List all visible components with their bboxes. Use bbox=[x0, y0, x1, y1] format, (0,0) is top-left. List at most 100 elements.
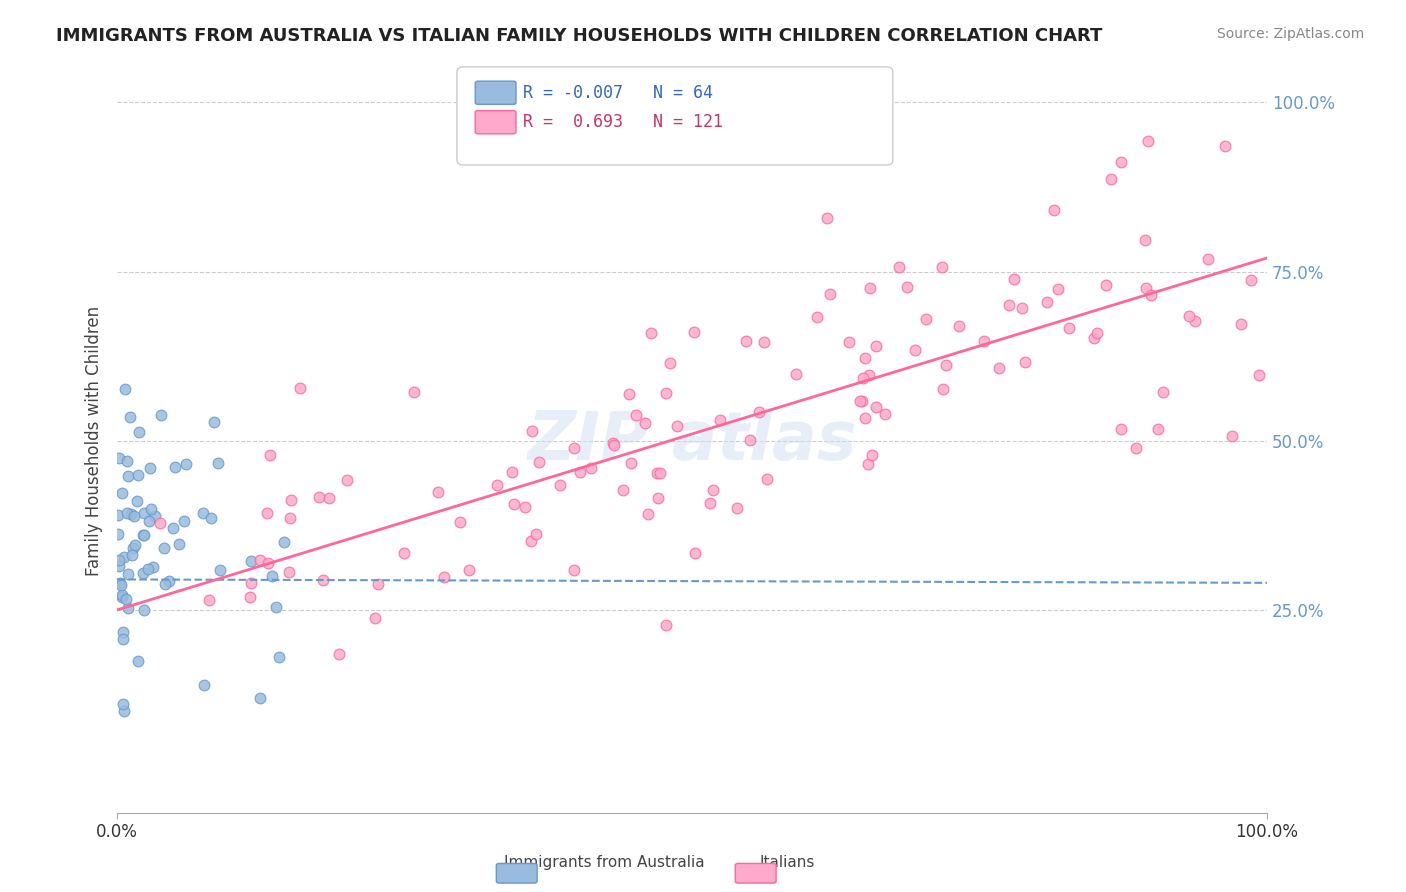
Point bbox=[932, 383, 955, 397]
Point bbox=[239, 591, 262, 605]
Point bbox=[683, 325, 706, 339]
Point bbox=[139, 502, 162, 516]
Point bbox=[134, 506, 156, 520]
Point bbox=[394, 546, 416, 560]
Text: ZIP atlas: ZIP atlas bbox=[527, 408, 856, 474]
Text: Italians: Italians bbox=[759, 855, 815, 870]
Point bbox=[264, 600, 287, 615]
Point bbox=[889, 260, 911, 274]
Point bbox=[658, 356, 681, 370]
Point bbox=[173, 514, 195, 528]
Point bbox=[139, 461, 162, 475]
Point bbox=[142, 560, 165, 574]
Point bbox=[150, 408, 173, 422]
Point bbox=[1184, 314, 1206, 328]
Point bbox=[785, 367, 807, 381]
Point bbox=[132, 528, 155, 542]
Point bbox=[1147, 422, 1170, 436]
Point bbox=[633, 417, 655, 431]
Point bbox=[167, 537, 190, 551]
Point bbox=[1002, 272, 1025, 286]
Point bbox=[367, 576, 389, 591]
Point bbox=[1135, 280, 1157, 294]
Point bbox=[683, 546, 706, 560]
Point bbox=[280, 510, 302, 524]
Point bbox=[875, 407, 897, 421]
Point bbox=[1014, 355, 1036, 369]
Point bbox=[858, 368, 880, 382]
Point bbox=[128, 425, 150, 439]
Point bbox=[620, 456, 643, 470]
Point bbox=[562, 441, 585, 455]
Point bbox=[725, 500, 748, 515]
Point bbox=[328, 647, 350, 661]
Y-axis label: Family Households with Children: Family Households with Children bbox=[86, 306, 103, 575]
Point bbox=[1083, 331, 1105, 345]
Point bbox=[756, 472, 779, 486]
Point bbox=[117, 469, 139, 483]
Point bbox=[502, 497, 524, 511]
Point bbox=[107, 559, 129, 574]
Point bbox=[1085, 326, 1108, 340]
Point bbox=[120, 508, 142, 522]
Point bbox=[709, 413, 731, 427]
Point bbox=[1247, 368, 1270, 382]
Point bbox=[1220, 429, 1243, 443]
Point bbox=[117, 567, 139, 582]
Point bbox=[568, 465, 591, 479]
Point bbox=[602, 437, 624, 451]
Point bbox=[752, 334, 775, 349]
Point bbox=[132, 603, 155, 617]
Point bbox=[1036, 295, 1059, 310]
Point bbox=[280, 493, 302, 508]
Point bbox=[163, 459, 186, 474]
Point bbox=[1095, 278, 1118, 293]
Point bbox=[312, 573, 335, 587]
Point bbox=[1137, 134, 1160, 148]
Point bbox=[748, 405, 770, 419]
Point bbox=[127, 654, 149, 668]
Point bbox=[260, 569, 283, 583]
Point bbox=[249, 553, 271, 567]
Point bbox=[654, 617, 676, 632]
Point bbox=[318, 491, 340, 505]
Point bbox=[859, 281, 882, 295]
Point bbox=[257, 556, 280, 570]
Point bbox=[111, 632, 134, 647]
Point bbox=[973, 334, 995, 348]
Point bbox=[108, 451, 131, 466]
Point bbox=[1140, 288, 1163, 302]
Point bbox=[988, 360, 1011, 375]
Point bbox=[127, 468, 149, 483]
Point bbox=[655, 385, 678, 400]
Point bbox=[904, 343, 927, 357]
Point bbox=[1109, 422, 1132, 436]
Point bbox=[1135, 233, 1157, 247]
Point bbox=[637, 507, 659, 521]
Point bbox=[548, 478, 571, 492]
Point bbox=[529, 455, 551, 469]
Point bbox=[617, 387, 640, 401]
Point bbox=[132, 528, 155, 542]
Point bbox=[1152, 384, 1174, 399]
Point bbox=[815, 211, 838, 226]
Point bbox=[948, 318, 970, 333]
Point bbox=[626, 408, 648, 422]
Point bbox=[239, 554, 262, 568]
Point bbox=[122, 508, 145, 523]
Point bbox=[273, 534, 295, 549]
Point bbox=[149, 516, 172, 530]
Point bbox=[1046, 282, 1069, 296]
Point bbox=[124, 538, 146, 552]
Point bbox=[259, 448, 281, 462]
Point bbox=[1011, 301, 1033, 315]
Point bbox=[699, 496, 721, 510]
Point bbox=[308, 490, 330, 504]
Point bbox=[138, 562, 160, 576]
Point bbox=[112, 705, 135, 719]
Point bbox=[138, 514, 160, 528]
Point bbox=[640, 326, 662, 340]
Point bbox=[849, 393, 872, 408]
Point bbox=[1178, 310, 1201, 324]
Point bbox=[931, 260, 953, 274]
